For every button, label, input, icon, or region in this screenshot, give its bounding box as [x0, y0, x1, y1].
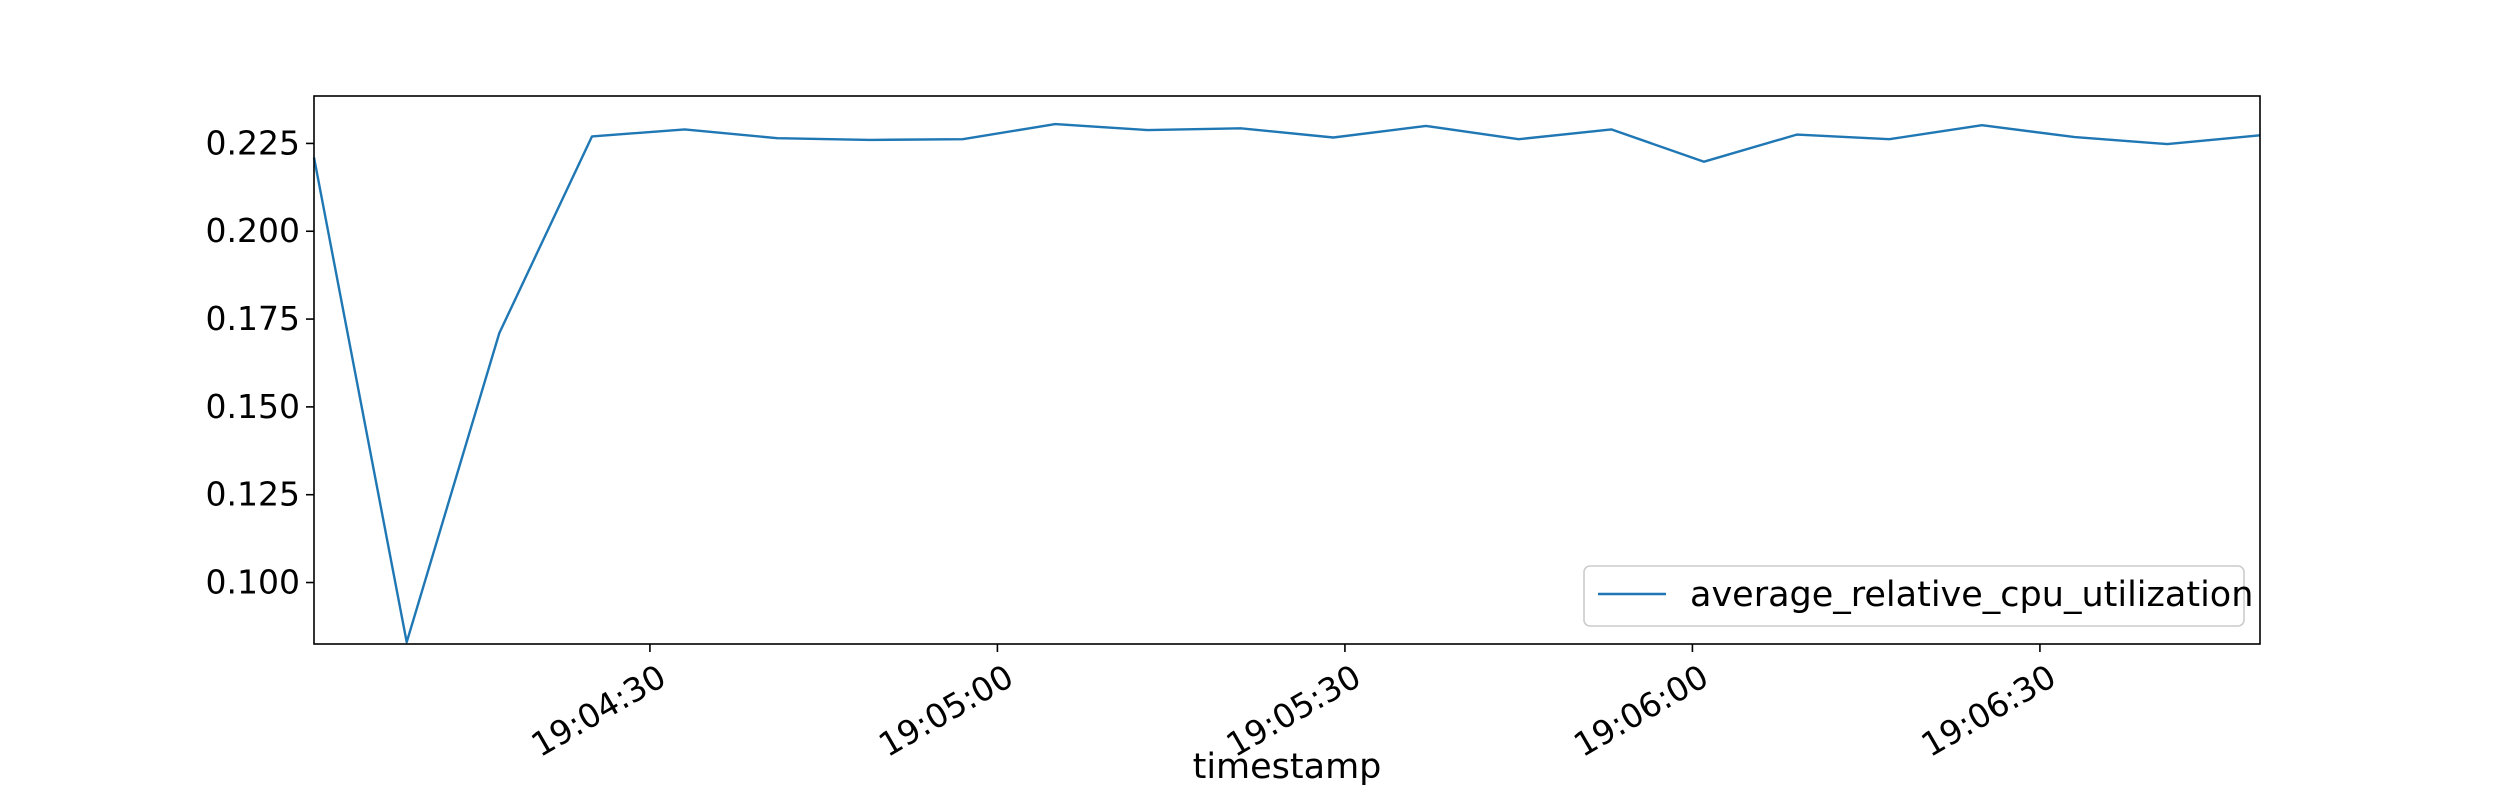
legend-label: average_relative_cpu_utilization: [1690, 575, 2253, 615]
plot-area: [314, 96, 2260, 644]
y-tick-label: 0.150: [206, 387, 300, 426]
x-tick-label: 19:05:00: [872, 657, 1020, 765]
x-tick-label: 19:06:00: [1567, 657, 1715, 765]
x-axis-label: timestamp: [1193, 747, 1382, 787]
legend-box: [1583, 565, 2245, 627]
legend: average_relative_cpu_utilization: [1583, 565, 2253, 627]
x-tick-label: 19:04:30: [524, 657, 672, 765]
plot-frame: [313, 95, 2261, 645]
series-line-0: [312, 122, 2261, 644]
y-tick-label: 0.200: [206, 211, 300, 250]
y-axis-ticks: 0.100 0.125 0.150 0.175 0.200 0.225: [206, 123, 314, 602]
y-tick-label: 0.225: [206, 123, 300, 162]
series-layer: [312, 122, 2261, 644]
y-tick-label: 0.175: [206, 299, 300, 338]
y-tick-label: 0.125: [206, 475, 300, 514]
x-tick-label: 19:06:30: [1914, 657, 2062, 765]
y-tick-label: 0.100: [206, 563, 300, 602]
